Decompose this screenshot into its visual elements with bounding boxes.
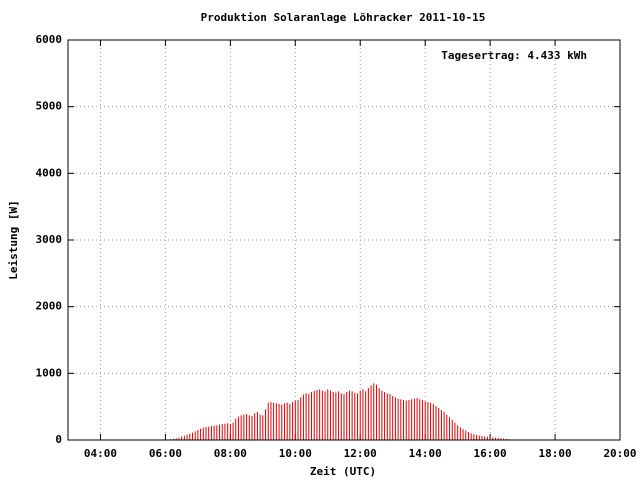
x-tick-label: 16:00	[474, 447, 507, 460]
x-axis-label: Zeit (UTC)	[310, 465, 376, 478]
x-tick-label: 10:00	[279, 447, 312, 460]
x-tick-label: 18:00	[538, 447, 571, 460]
x-tick-label: 08:00	[214, 447, 247, 460]
x-tick-label: 06:00	[149, 447, 182, 460]
y-tick-label: 6000	[36, 33, 63, 46]
y-tick-label: 1000	[36, 366, 63, 379]
y-tick-label: 4000	[36, 166, 63, 179]
annotation: Tagesertrag: 4.433 kWh	[441, 49, 587, 62]
y-tick-label: 5000	[36, 100, 63, 113]
y-tick-label: 0	[55, 433, 62, 446]
y-tick-label: 2000	[36, 300, 63, 313]
y-axis-label: Leistung [W]	[7, 200, 20, 279]
y-tick-label: 3000	[36, 233, 63, 246]
x-tick-label: 14:00	[409, 447, 442, 460]
x-tick-label: 12:00	[344, 447, 377, 460]
x-tick-label: 04:00	[84, 447, 117, 460]
chart-title: Produktion Solaranlage Löhracker 2011-10…	[201, 11, 486, 24]
x-tick-label: 20:00	[603, 447, 636, 460]
plot-border	[67, 39, 621, 441]
